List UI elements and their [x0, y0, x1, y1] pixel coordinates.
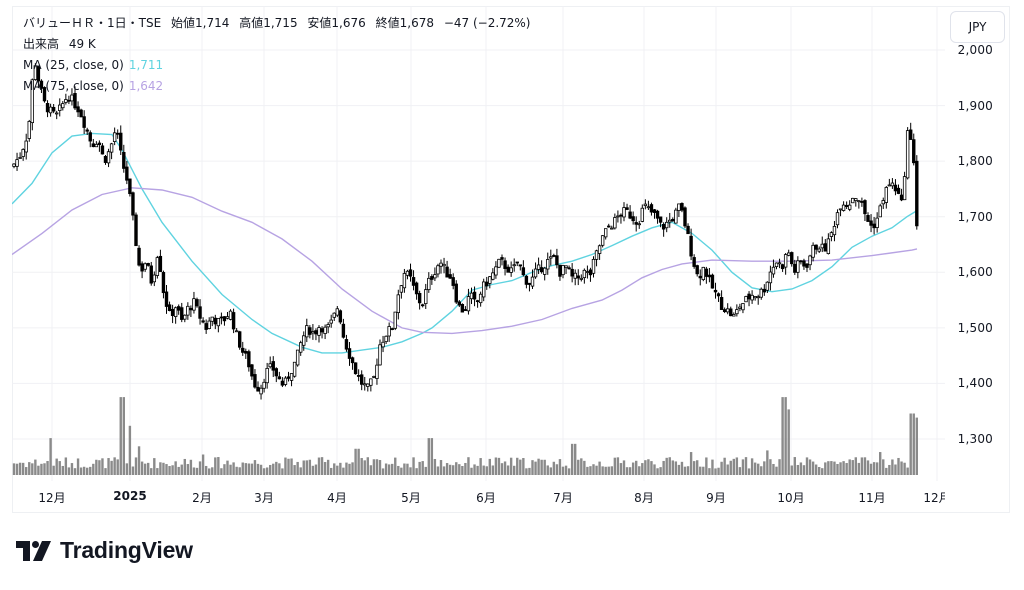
candlestick-chart[interactable] — [12, 6, 945, 481]
time-tick-label: 11月 — [858, 491, 886, 505]
volume-value: 49 K — [68, 37, 96, 51]
time-tick-label: 6月 — [476, 491, 496, 505]
open-label: 始値 — [171, 16, 196, 30]
ma75-value: 1,642 — [128, 79, 164, 93]
ma25-row[interactable]: MA (25, close, 0) 1,711 — [23, 55, 531, 76]
tradingview-wordmark: TradingView — [60, 537, 193, 563]
tradingview-logo-icon — [16, 540, 51, 561]
ma25-label: MA (25, close, 0) — [23, 58, 124, 72]
time-tick-label: 12月 — [38, 491, 66, 505]
chart-plot-area[interactable] — [12, 6, 945, 481]
close-label: 終値 — [375, 16, 400, 30]
tradingview-logo[interactable]: TradingView — [16, 537, 193, 564]
time-tick-label: 2月 — [192, 491, 212, 505]
low-value: 1,676 — [331, 16, 366, 30]
ma25-value: 1,711 — [128, 58, 164, 72]
time-axis[interactable]: 12月 2025 2月 3月 4月 5月 6月 7月 8月 9月 10月 11月 12月 — [12, 481, 945, 513]
volume-bars — [12, 397, 918, 475]
low-label: 安値 — [307, 16, 332, 30]
time-tick-label: 9月 — [706, 491, 726, 505]
price-tick-label: 2,000 — [957, 43, 993, 57]
time-tick-label: 7月 — [553, 491, 573, 505]
symbol-title[interactable]: バリューＨＲ・1日・TSE — [23, 16, 162, 30]
price-tick-label: 1,600 — [957, 265, 993, 280]
time-tick-label: 12月 — [923, 491, 945, 505]
candles — [12, 63, 919, 400]
open-value: 1,714 — [195, 16, 230, 30]
chart-legend: バリューＨＲ・1日・TSE 始値1,714 高値1,715 安値1,676 終値… — [23, 13, 531, 97]
price-tick-label: 1,900 — [957, 98, 993, 113]
time-tick-label: 4月 — [327, 491, 347, 505]
close-value: 1,678 — [399, 16, 434, 30]
price-tick-label: 1,400 — [957, 376, 993, 391]
change-value: −47 (−2.72%) — [443, 16, 531, 30]
ohlc-row: バリューＨＲ・1日・TSE 始値1,714 高値1,715 安値1,676 終値… — [23, 13, 531, 34]
time-tick-label: 10月 — [777, 491, 805, 505]
chart-frame — [12, 6, 1010, 513]
price-tick-label: 1,500 — [957, 320, 993, 335]
volume-row: 出来高 49 K — [23, 34, 531, 55]
price-tick-label: 1,300 — [957, 432, 993, 446]
time-tick-label: 5月 — [401, 491, 421, 505]
ma75-label: MA (75, close, 0) — [23, 79, 124, 93]
currency-button[interactable]: JPY — [950, 11, 1005, 43]
ma25-line — [12, 132, 918, 354]
price-axis[interactable]: 2,000 1,900 1,800 1,700 1,600 1,500 1,400 1,300 — [945, 6, 1010, 481]
time-tick-label: 3月 — [254, 491, 274, 505]
ma75-line — [12, 187, 918, 335]
high-value: 1,715 — [263, 16, 298, 30]
high-label: 高値 — [239, 16, 264, 30]
price-tick-label: 1,800 — [957, 154, 993, 169]
volume-label: 出来高 — [23, 37, 60, 51]
time-tick-label: 8月 — [634, 491, 654, 505]
price-tick-label: 1,700 — [957, 209, 993, 224]
ma75-row[interactable]: MA (75, close, 0) 1,642 — [23, 76, 531, 97]
time-tick-label: 2025 — [113, 489, 147, 503]
